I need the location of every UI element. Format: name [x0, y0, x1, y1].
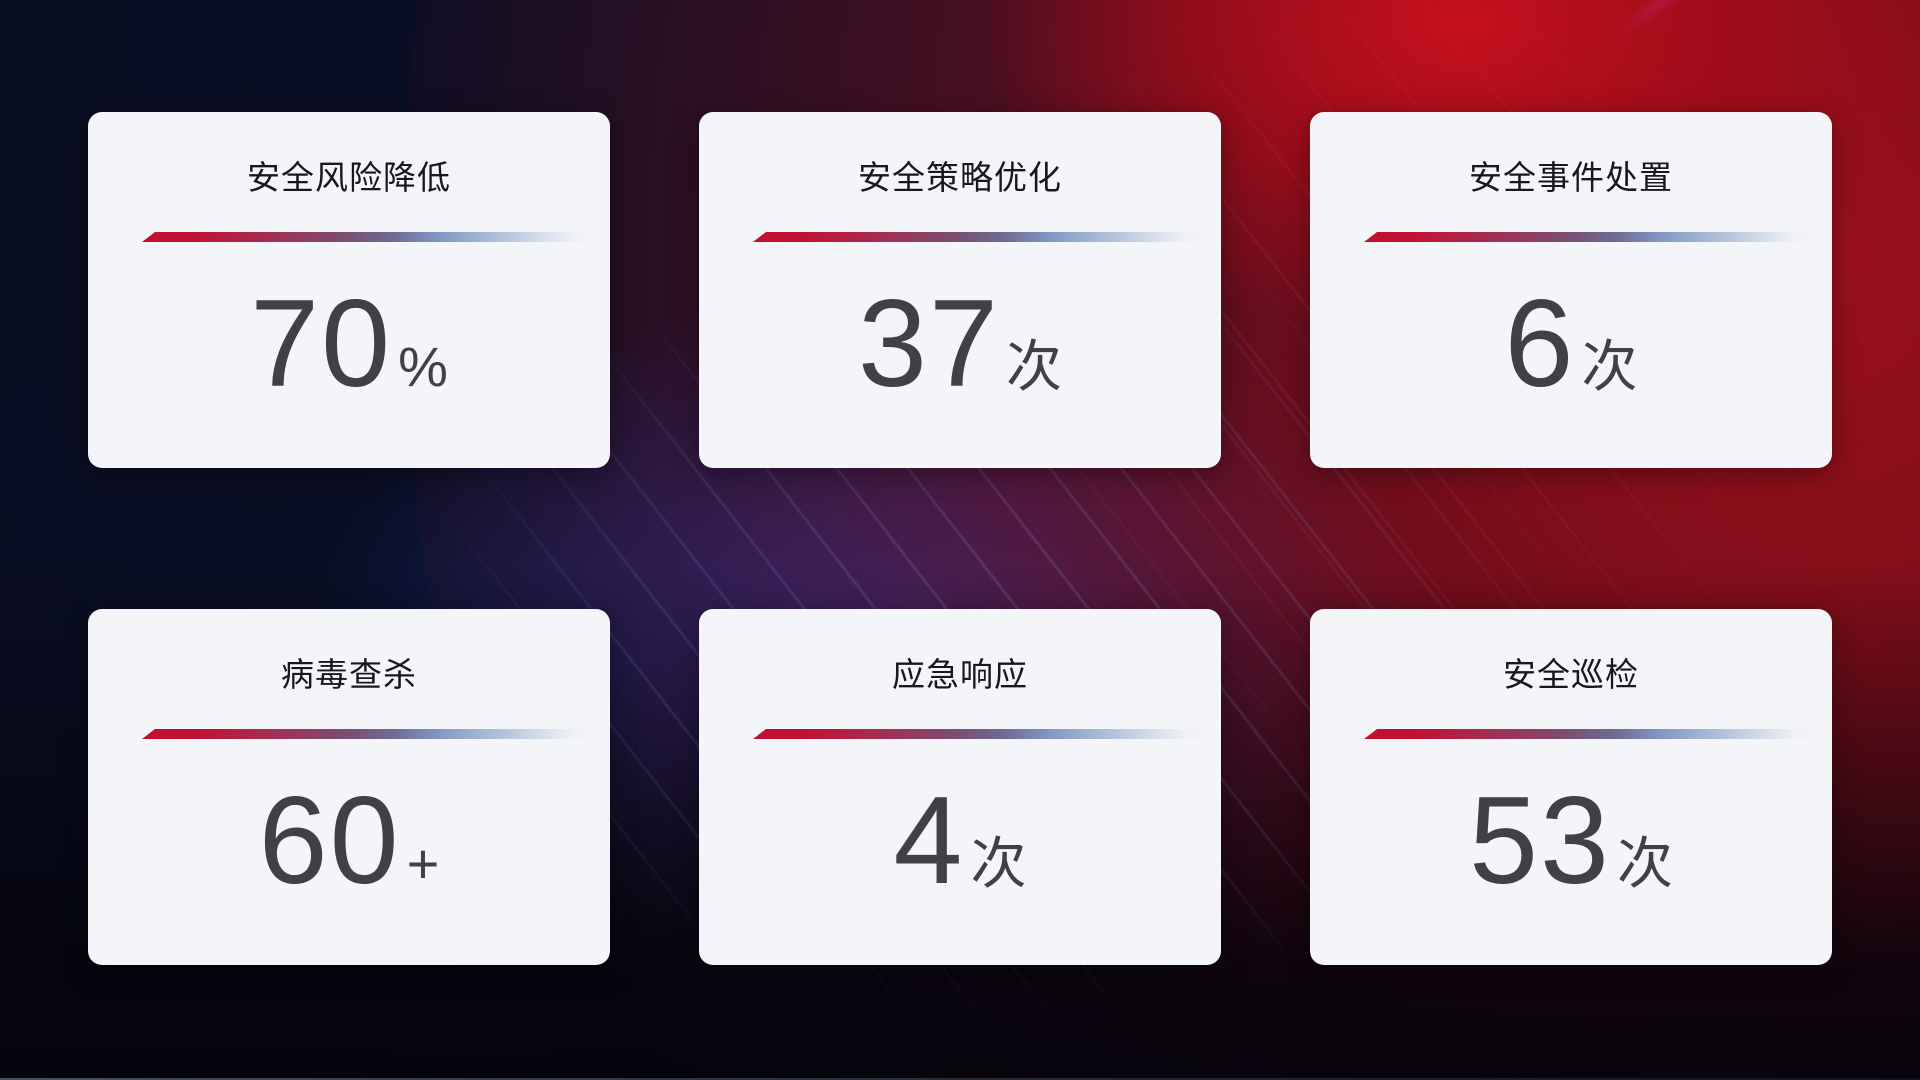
gradient-divider — [753, 729, 1211, 739]
stat-card-security-inspection: 安全巡检 53 次 — [1310, 609, 1832, 965]
stat-card-grid: 安全风险降低 70 % 安全策略优化 37 次 安全事件处置 6 次 病毒查杀 … — [88, 112, 1832, 965]
stat-unit: % — [398, 335, 448, 398]
stat-card-title: 安全策略优化 — [858, 159, 1062, 196]
stat-number: 37 — [858, 275, 1000, 413]
gradient-divider — [142, 232, 600, 242]
stat-number: 6 — [1504, 275, 1576, 413]
stat-card-title: 应急响应 — [892, 656, 1028, 693]
stat-card-value: 60 + — [259, 779, 440, 903]
stat-card-title: 病毒查杀 — [281, 656, 417, 693]
gradient-divider — [1364, 232, 1822, 242]
bottom-edge-hairline — [0, 1078, 1920, 1080]
stat-unit: 次 — [1616, 832, 1673, 895]
stat-card-value: 37 次 — [858, 282, 1062, 406]
gradient-divider — [753, 232, 1211, 242]
stat-card-title: 安全巡检 — [1503, 656, 1639, 693]
stat-number: 4 — [893, 772, 965, 910]
stat-unit: + — [406, 832, 440, 895]
stat-unit: 次 — [1581, 335, 1638, 398]
stat-card-title: 安全风险降低 — [247, 159, 451, 196]
stat-card-virus-scan: 病毒查杀 60 + — [88, 609, 610, 965]
stat-unit: 次 — [970, 832, 1027, 895]
stat-card-risk-reduction: 安全风险降低 70 % — [88, 112, 610, 468]
stat-card-value: 70 % — [250, 282, 448, 406]
stat-card-policy-optimization: 安全策略优化 37 次 — [699, 112, 1221, 468]
stat-unit: 次 — [1005, 335, 1062, 398]
stat-card-emergency-response: 应急响应 4 次 — [699, 609, 1221, 965]
gradient-divider — [1364, 729, 1822, 739]
gradient-divider — [142, 729, 600, 739]
stat-card-incident-handling: 安全事件处置 6 次 — [1310, 112, 1832, 468]
stat-number: 60 — [258, 772, 401, 910]
stat-card-title: 安全事件处置 — [1469, 159, 1673, 196]
stat-number: 53 — [1469, 772, 1611, 910]
stat-card-value: 4 次 — [894, 779, 1027, 903]
stat-card-value: 53 次 — [1469, 779, 1673, 903]
stat-number: 70 — [250, 275, 393, 413]
stat-card-value: 6 次 — [1505, 282, 1638, 406]
